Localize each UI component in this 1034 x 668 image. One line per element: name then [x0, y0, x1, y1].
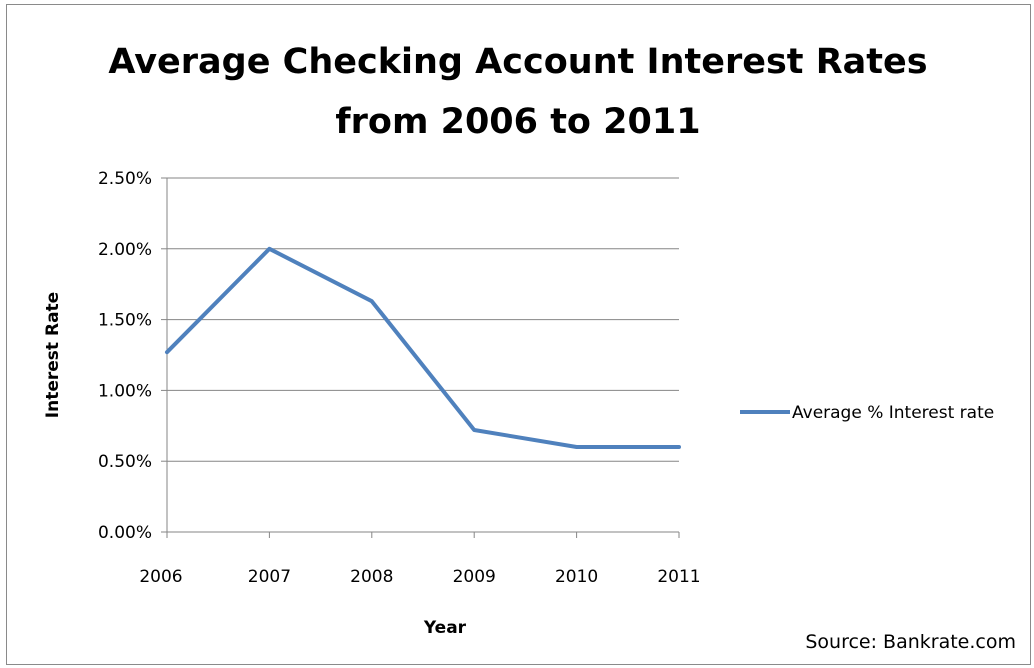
y-tick-label: 1.50% — [98, 311, 152, 331]
y-tick-label: 0.00% — [98, 523, 152, 543]
x-tick-label: 2011 — [657, 567, 700, 587]
gridlines — [167, 177, 679, 462]
series-line — [165, 246, 681, 449]
y-tick-labels: 0.00% 0.50% 1.00% 1.50% 2.00% 2.50% — [98, 169, 152, 543]
axes — [161, 177, 680, 538]
chart-title-line-1: Average Checking Account Interest Rates — [108, 42, 927, 82]
y-tick-label: 0.50% — [98, 452, 152, 472]
source-note: Source: Bankrate.com — [805, 631, 1016, 653]
y-tick-label: 2.50% — [98, 169, 152, 189]
chart-frame — [6, 4, 1031, 665]
y-tick-label: 1.00% — [98, 381, 152, 401]
x-tick-label: 2009 — [453, 567, 496, 587]
series-lines — [165, 246, 681, 449]
x-tick-labels: 2006 2007 2008 2009 2010 2011 — [139, 567, 700, 587]
x-axis-title: Year — [423, 618, 467, 638]
legend: Average % Interest rate — [740, 403, 994, 423]
legend-label: Average % Interest rate — [792, 403, 994, 423]
x-tick-label: 2010 — [555, 567, 598, 587]
y-axis-title: Interest Rate — [43, 292, 63, 418]
x-tick-label: 2008 — [350, 567, 393, 587]
x-tick-label: 2006 — [139, 567, 182, 587]
x-tick-label: 2007 — [248, 567, 291, 587]
y-tick-label: 2.00% — [98, 240, 152, 260]
chart-title-line-2: from 2006 to 2011 — [335, 102, 700, 142]
